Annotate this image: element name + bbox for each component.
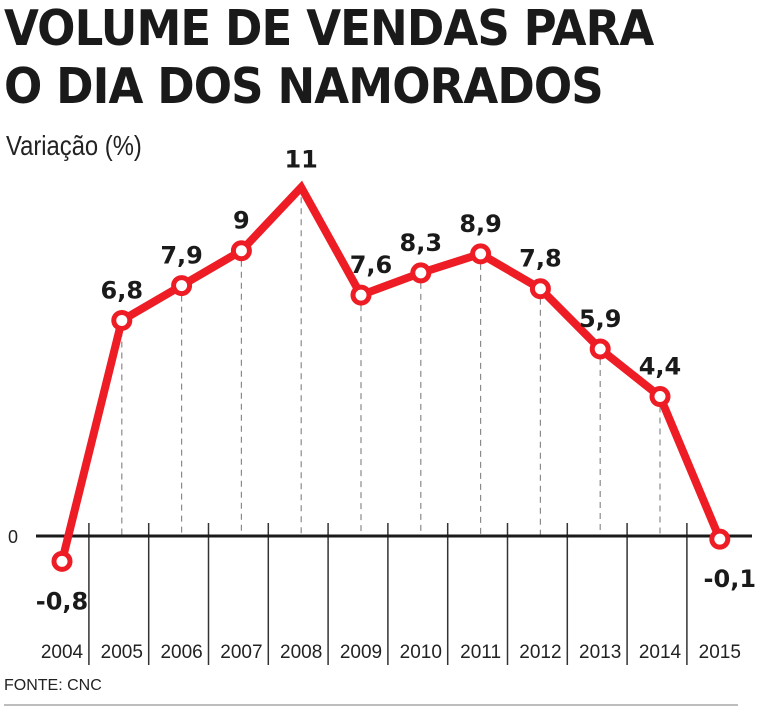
year-column-dividers: [88, 523, 688, 665]
data-label: 7,8: [519, 245, 562, 273]
data-label: 7,6: [350, 251, 393, 279]
data-point: [51, 550, 73, 572]
x-tick-label: 2012: [519, 642, 561, 663]
data-point: [410, 262, 432, 284]
data-point: [589, 338, 611, 360]
data-point: [649, 386, 671, 408]
data-label: -0,8: [36, 587, 88, 615]
chart-subtitle: Variação (%): [6, 130, 142, 161]
y-tick-label-0: 0: [8, 527, 18, 547]
data-label: 9: [233, 207, 250, 235]
x-tick-label: 2005: [101, 642, 143, 663]
dashed-guide-lines: [121, 197, 661, 536]
data-point: [171, 275, 193, 297]
data-point: [111, 309, 133, 331]
data-label: 8,9: [459, 210, 502, 238]
series-line: [58, 180, 724, 563]
data-point: [529, 278, 551, 300]
data-point-markers: [51, 240, 731, 572]
data-label: 5,9: [579, 305, 622, 333]
x-tick-label: 2004: [41, 642, 84, 663]
data-label: -0,1: [704, 565, 756, 593]
data-label: 6,8: [101, 276, 144, 304]
source-note: FONTE: CNC: [4, 677, 102, 694]
x-tick-label: 2009: [340, 642, 382, 663]
x-tick-label: 2013: [579, 642, 621, 663]
x-tick-label: 2010: [400, 642, 442, 663]
data-point: [709, 528, 731, 550]
chart-title-line-2: O DIA DOS NAMORADOS: [4, 58, 604, 115]
x-tick-label: 2015: [699, 642, 741, 663]
x-tick-label: 2014: [639, 642, 682, 663]
data-point: [470, 243, 492, 265]
chart-title-line-1: VOLUME DE VENDAS PARA: [4, 0, 654, 57]
data-labels: -0,8 6,8 7,9 9 11 7,68,3 8,9 7,8 5,9 4,4 -0,1: [36, 145, 756, 615]
x-axis-labels: 2004 2005 2006 2007 2008 2009 2010 2011 2012 2013…: [41, 642, 741, 663]
data-point: [230, 240, 252, 262]
x-tick-label: 2007: [220, 642, 262, 663]
x-tick-label: 2006: [160, 642, 202, 663]
data-point: [350, 284, 372, 306]
data-label: 7,9: [160, 242, 203, 270]
x-tick-label: 2011: [460, 642, 501, 663]
x-tick-label: 2008: [280, 642, 322, 663]
data-label: 8,3: [400, 229, 443, 257]
data-label: 4,4: [639, 353, 682, 381]
data-label: 11: [284, 145, 317, 173]
